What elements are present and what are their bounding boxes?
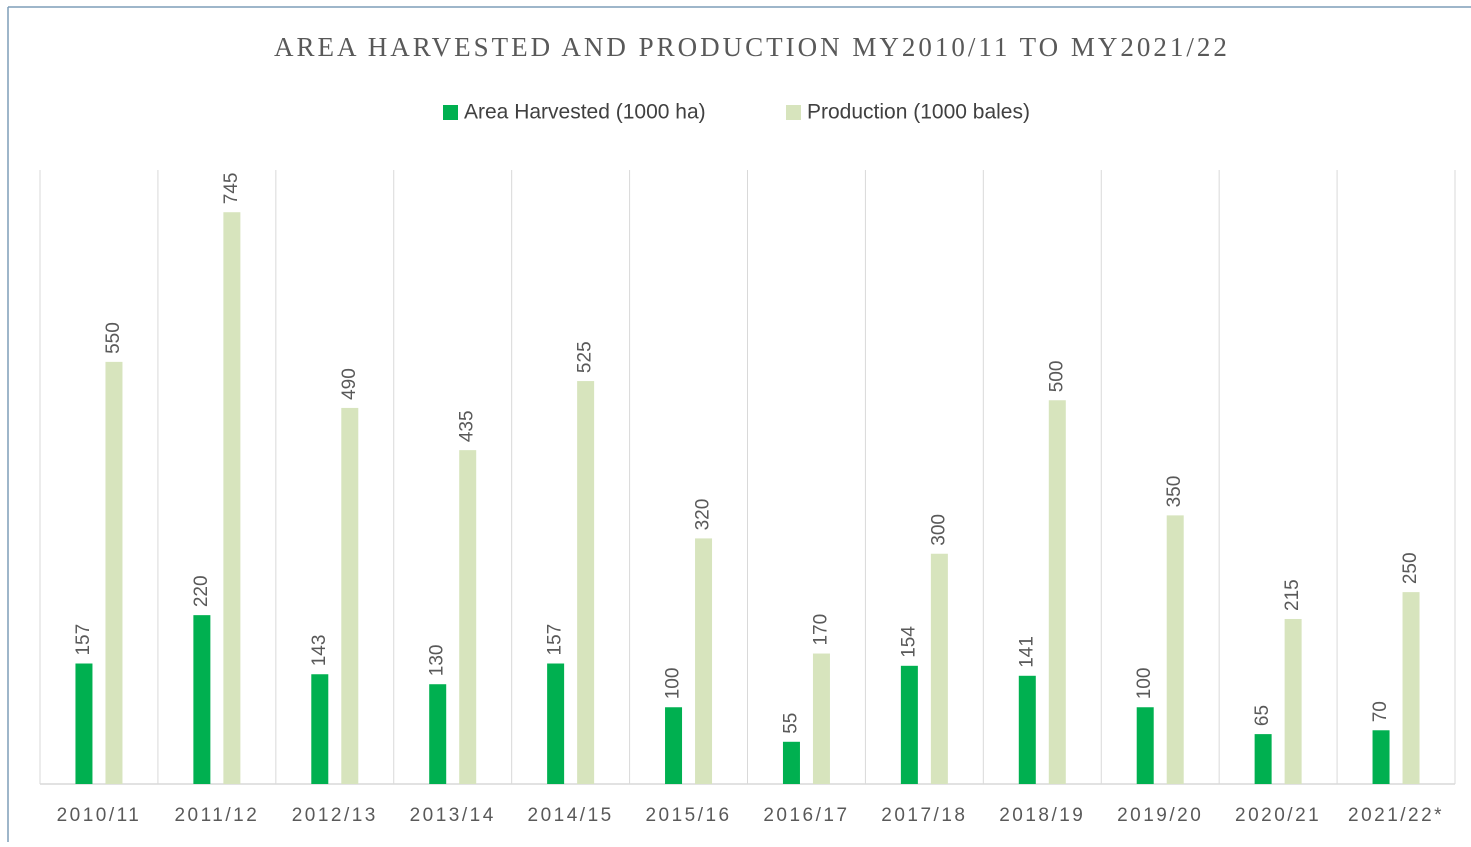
x-tick-label: 2020/21 — [1235, 805, 1321, 826]
x-tick-label: 2016/17 — [763, 805, 849, 826]
data-label: 143 — [309, 635, 330, 667]
data-label: 250 — [1400, 552, 1421, 584]
bar — [1048, 400, 1066, 784]
bar — [1284, 618, 1302, 784]
bar — [105, 361, 123, 784]
data-label: 70 — [1370, 701, 1391, 722]
chart-title: AREA HARVESTED AND PRODUCTION MY2010/11 … — [274, 32, 1230, 62]
bar — [311, 674, 329, 784]
data-label: 154 — [898, 626, 919, 658]
x-tick-label: 2021/22* — [1348, 805, 1444, 826]
x-tick-label: 2012/13 — [292, 805, 378, 826]
x-tick-label: 2013/14 — [410, 805, 496, 826]
data-label: 170 — [810, 614, 831, 646]
x-tick-label: 2010/11 — [57, 805, 142, 826]
x-tick-label: 2018/19 — [999, 805, 1085, 826]
bar — [223, 212, 241, 784]
data-label: 65 — [1252, 705, 1273, 726]
data-label: 300 — [928, 514, 949, 546]
bar — [1254, 734, 1272, 784]
data-label: 320 — [693, 499, 714, 531]
bar — [1402, 592, 1420, 784]
data-label: 157 — [545, 624, 566, 656]
bar — [1018, 675, 1036, 784]
bar — [1166, 515, 1184, 784]
bar — [900, 665, 918, 784]
bar — [695, 538, 713, 784]
data-label: 745 — [221, 173, 242, 205]
bar — [812, 653, 830, 784]
x-tick-label: 2015/16 — [645, 805, 731, 826]
bar — [665, 707, 683, 784]
data-label: 500 — [1046, 361, 1067, 393]
data-label: 100 — [1134, 668, 1155, 700]
legend-label: Production (1000 bales) — [807, 101, 1030, 124]
x-tick-label: 2011/12 — [174, 805, 259, 826]
data-label: 141 — [1016, 636, 1037, 668]
bar — [782, 741, 800, 784]
bar — [930, 553, 948, 784]
bar — [1136, 707, 1154, 784]
bar — [429, 684, 447, 784]
data-label: 550 — [103, 322, 124, 354]
x-tick-label: 2019/20 — [1117, 805, 1203, 826]
data-label: 55 — [780, 713, 801, 734]
data-label: 220 — [191, 575, 212, 607]
bar — [341, 407, 359, 784]
legend-label: Area Harvested (1000 ha) — [464, 101, 706, 124]
data-label: 100 — [663, 668, 684, 700]
data-label: 490 — [339, 368, 360, 400]
data-label: 157 — [73, 624, 94, 656]
data-label: 525 — [575, 341, 596, 373]
legend-swatch — [786, 105, 801, 120]
bar — [193, 615, 211, 784]
bar — [75, 663, 93, 784]
bar — [459, 450, 477, 784]
data-label: 215 — [1282, 579, 1303, 611]
legend-swatch — [443, 105, 458, 120]
bar — [547, 663, 565, 784]
data-label: 350 — [1164, 476, 1185, 508]
x-tick-label: 2014/15 — [528, 805, 614, 826]
data-label: 435 — [457, 410, 478, 442]
bar — [577, 381, 595, 784]
bar — [1372, 730, 1390, 784]
data-label: 130 — [427, 645, 448, 677]
x-tick-label: 2017/18 — [881, 805, 967, 826]
